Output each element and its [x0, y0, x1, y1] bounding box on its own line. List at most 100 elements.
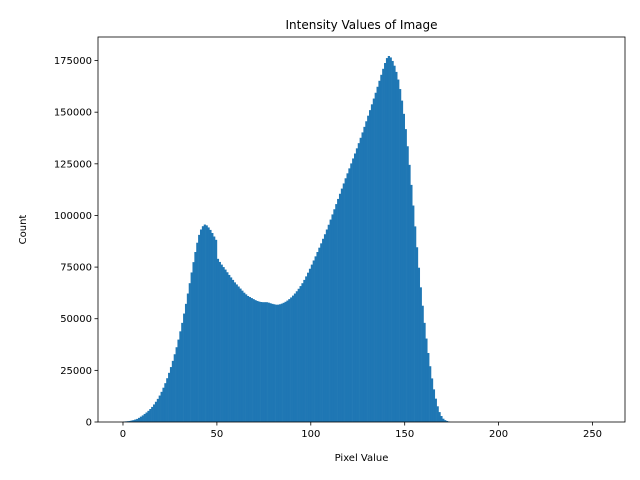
- histogram-bar: [404, 129, 407, 422]
- histogram-bar: [260, 302, 263, 422]
- histogram-bar: [397, 79, 400, 423]
- histogram-bar: [201, 226, 205, 422]
- histogram-bar: [316, 252, 319, 422]
- histogram-bar: [209, 229, 212, 422]
- chart-title: Intensity Values of Image: [285, 18, 437, 32]
- histogram-bar: [171, 360, 174, 422]
- histogram-bar: [280, 303, 283, 422]
- histogram-bar: [395, 71, 398, 422]
- histogram-bar: [246, 296, 250, 422]
- histogram-bar: [436, 406, 439, 422]
- histogram-bar: [164, 383, 167, 422]
- histogram-bar: [250, 298, 253, 422]
- histogram-bar: [213, 236, 216, 422]
- histogram-bar: [151, 406, 154, 422]
- histogram-bar: [188, 283, 191, 422]
- histogram-bar: [376, 86, 379, 422]
- histogram-bar: [130, 420, 133, 422]
- histogram-bar: [380, 74, 383, 423]
- x-tick-label: 200: [489, 429, 508, 440]
- histogram-bar: [228, 274, 231, 422]
- histogram-bar: [355, 148, 359, 422]
- histogram-bar: [132, 420, 135, 422]
- histogram-bar: [196, 242, 199, 422]
- histogram-bar: [290, 297, 293, 422]
- histogram-bar: [184, 303, 188, 422]
- histogram-bar: [408, 164, 411, 422]
- histogram-bar: [271, 303, 274, 422]
- histogram-bar: [248, 297, 251, 422]
- histogram-bar: [419, 287, 422, 422]
- histogram-bar: [427, 353, 430, 422]
- histogram-bar: [365, 121, 368, 423]
- histogram-bar: [226, 272, 229, 422]
- y-tick-label: 150000: [54, 108, 92, 119]
- y-tick-label: 25000: [60, 366, 92, 377]
- histogram-bar: [160, 391, 163, 422]
- histogram-bar: [308, 268, 312, 422]
- histogram-bar: [434, 398, 437, 422]
- histogram-bar: [203, 224, 206, 422]
- histogram-bar: [158, 395, 161, 422]
- histogram-bar: [263, 302, 267, 422]
- histogram-bar: [303, 279, 306, 422]
- histogram-bar: [372, 98, 375, 423]
- histogram-bar: [275, 304, 278, 422]
- histogram-bar: [211, 233, 214, 422]
- histogram-bar: [417, 267, 421, 422]
- histogram-bar: [432, 389, 436, 422]
- histogram-bar: [278, 304, 282, 422]
- histogram-bar: [243, 292, 246, 422]
- histogram-bar: [363, 126, 366, 422]
- histogram-bar: [224, 269, 227, 422]
- histogram-bar: [412, 205, 415, 422]
- histogram-bar: [126, 421, 129, 422]
- x-tick-label: 0: [120, 429, 126, 440]
- histogram-bar: [292, 295, 295, 422]
- histogram-bar: [378, 80, 381, 422]
- y-tick-label: 175000: [54, 56, 92, 67]
- histogram-bar: [370, 104, 374, 422]
- histogram-bar: [168, 372, 171, 422]
- histogram-bar: [385, 58, 389, 422]
- y-axis-ticks: 0 25000 50000 75000 100000 125000 150000 175000: [54, 56, 98, 429]
- histogram-bar: [233, 282, 236, 422]
- histogram-bar: [153, 404, 156, 422]
- histogram-bar: [147, 410, 150, 422]
- histogram-bar: [331, 214, 334, 422]
- histogram-bar: [399, 89, 402, 423]
- histogram-bar: [265, 302, 268, 422]
- histogram-bar: [337, 198, 340, 422]
- y-tick-label: 0: [86, 418, 92, 429]
- histogram-bar: [444, 420, 447, 422]
- histogram-bar: [241, 290, 244, 422]
- histogram-bar: [162, 387, 165, 422]
- plot-frame: [97, 36, 626, 423]
- histogram-bar: [286, 300, 289, 422]
- histogram-bar: [128, 420, 131, 422]
- histogram-bar: [215, 239, 218, 422]
- histogram-bar: [199, 229, 203, 422]
- histogram-bar: [154, 401, 158, 422]
- histogram-bar: [442, 418, 445, 422]
- x-tick-label: 250: [583, 429, 602, 440]
- histogram-bar: [359, 137, 362, 423]
- histogram-bar: [194, 252, 197, 422]
- histogram-bar: [216, 258, 220, 422]
- histogram-bar: [310, 264, 313, 422]
- histogram-bar: [384, 63, 387, 423]
- histogram-bar: [393, 65, 396, 423]
- histogram-bar: [414, 226, 417, 422]
- y-tick-label: 50000: [60, 314, 92, 325]
- histogram-bar: [350, 163, 353, 422]
- histogram-bar: [307, 272, 310, 422]
- histogram-bar: [327, 224, 330, 422]
- histogram-bar: [254, 300, 257, 422]
- histogram-bar: [438, 412, 441, 422]
- histogram-bar: [218, 261, 221, 422]
- histogram-bar: [425, 338, 428, 422]
- histogram-bar: [340, 188, 344, 422]
- histogram-bar: [169, 367, 173, 422]
- histogram-bar: [421, 305, 424, 422]
